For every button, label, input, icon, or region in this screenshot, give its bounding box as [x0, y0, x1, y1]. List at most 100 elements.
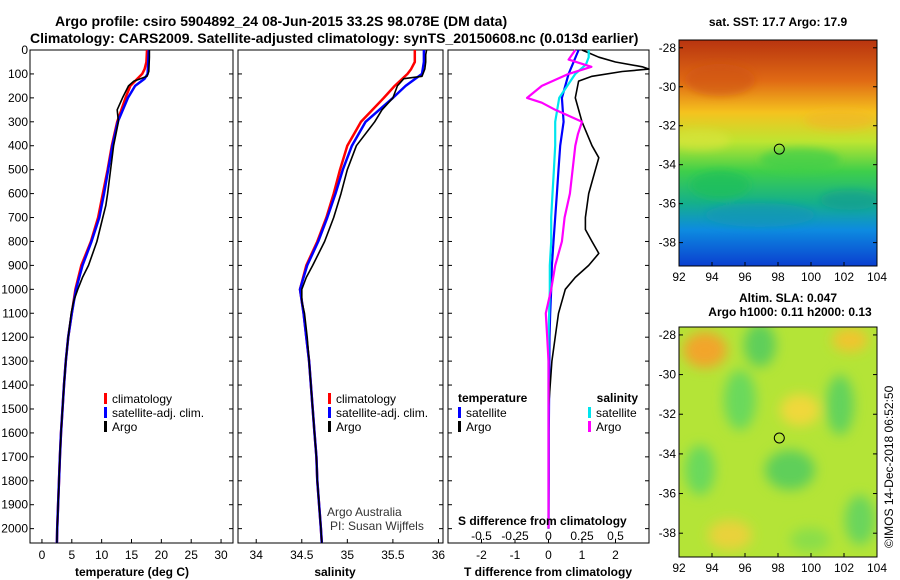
depth-tick-label: 1200	[1, 330, 28, 344]
legend-swatch-t-satellite	[458, 407, 461, 418]
map-lat-tick-label: -38	[659, 236, 677, 250]
depth-tick-label: 1800	[1, 474, 28, 488]
depth-tick-label: 0	[21, 43, 28, 57]
s-difference-tick-label: 0	[545, 529, 552, 543]
temperature-panel: 0100200300400500600700800900100011001200…	[1, 43, 234, 579]
depth-tick-label: 1100	[2, 306, 28, 320]
temperature-tick-label: 20	[155, 548, 169, 562]
legend-label-satellite: satellite-adj. clim.	[336, 406, 428, 420]
difference-tick-label: 0	[545, 548, 552, 562]
map-lat-tick-label: -28	[659, 41, 677, 55]
depth-tick-label: 100	[8, 67, 28, 81]
s-difference-tick-label: 0.25	[570, 529, 594, 543]
legend-swatch-s-argo	[588, 421, 591, 432]
map-lat-tick-label: -34	[659, 158, 677, 172]
map-lat-tick-label: -32	[659, 119, 677, 133]
legend-label-t-satellite: satellite	[466, 406, 507, 420]
map-lon-tick-label: 92	[672, 561, 686, 575]
series-line-argo	[300, 49, 428, 544]
difference-panel: -2 -1 0 1 2 -0.5 -0.25 0 0.25 0.5 temperature sal…	[447, 49, 650, 579]
depth-tick-label: 800	[8, 234, 28, 248]
sst-map-panel: sat. SST: 17.7 Argo: 17.9 92 94 96 98 100 102…	[659, 15, 888, 284]
legend-swatch-argo	[328, 421, 331, 432]
depth-tick-label: 700	[8, 211, 28, 225]
map-lon-tick-label: 96	[738, 270, 752, 284]
salinity-legend: climatology satellite-adj. clim. Argo	[328, 392, 428, 434]
salinity-axes	[237, 49, 444, 544]
map-lon-tick-label: 92	[672, 270, 686, 284]
depth-tick-labels: 0 100 200 300 400 500 600 700 800 900 1000 1100 1200…	[1, 43, 28, 536]
sla-map-title: Altim. SLA: 0.047	[739, 291, 837, 305]
legend-label-satellite: satellite-adj. clim.	[112, 406, 204, 420]
difference-tick-label: 1	[579, 548, 586, 562]
temperature-xlabel: temperature (deg C)	[75, 565, 189, 579]
sst-map-title: sat. SST: 17.7 Argo: 17.9	[709, 15, 848, 29]
credit-line-1: Argo Australia	[327, 505, 402, 519]
legend-swatch-satellite	[328, 407, 331, 418]
temperature-tick-label: 0	[39, 548, 46, 562]
depth-tick-label: 1300	[1, 354, 28, 368]
depth-tick-label: 1500	[1, 402, 28, 416]
salinity-panel: 34 34.5 35 35.5 36 salinity climatology sate…	[237, 49, 445, 579]
temperature-series	[55, 49, 151, 544]
series-line-s-argo	[525, 49, 593, 529]
argo-location-marker	[773, 432, 785, 444]
depth-tick-label: 300	[8, 115, 28, 129]
temperature-axes	[29, 49, 234, 544]
depth-tick-label: 2000	[1, 522, 28, 536]
temperature-tick-label: 10	[95, 548, 109, 562]
map-lat-tick-label: -34	[659, 447, 677, 461]
depth-tick-label: 1700	[1, 450, 28, 464]
temperature-tick-label: 15	[125, 548, 139, 562]
difference-series	[525, 49, 650, 529]
title-line-2: Climatology: CARS2009. Satellite-adjuste…	[30, 30, 638, 46]
legend-label-s-argo: Argo	[596, 420, 622, 434]
map-lon-tick-label: 98	[771, 561, 785, 575]
map-lat-tick-label: -36	[659, 197, 677, 211]
map-lat-tick-label: -36	[659, 487, 677, 501]
argo-location-marker	[773, 143, 785, 155]
sla-map-subtitle: Argo h1000: 0.11 h2000: 0.13	[708, 305, 872, 319]
legend-label-climatology: climatology	[336, 392, 396, 406]
depth-tick-label: 400	[8, 139, 28, 153]
timestamp: ©IMOS 14-Dec-2018 06:52:50	[882, 385, 896, 548]
legend-label-t-argo: Argo	[466, 420, 492, 434]
difference-tick-label: -2	[476, 548, 487, 562]
map-lon-tick-label: 104	[867, 270, 887, 284]
map-lat-tick-label: -30	[659, 368, 677, 382]
difference-tick-label: -1	[510, 548, 521, 562]
depth-tick-label: 1400	[1, 378, 28, 392]
legend-label-argo: Argo	[112, 420, 138, 434]
legend-swatch-argo	[104, 421, 107, 432]
map-lon-tick-label: 94	[705, 270, 719, 284]
t-difference-xlabel: T difference from climatology	[464, 565, 632, 579]
map-lat-tick-label: -28	[659, 328, 677, 342]
map-lon-tick-label: 102	[834, 561, 854, 575]
map-lon-tick-label: 96	[738, 561, 752, 575]
sla-map-texture	[683, 327, 875, 552]
salinity-tick-label: 34.5	[290, 548, 314, 562]
s-difference-tick-label: 0.5	[607, 529, 624, 543]
s-difference-tick-label: -0.5	[471, 529, 492, 543]
legend-label-argo: Argo	[336, 420, 362, 434]
legend-swatch-climatology	[104, 393, 107, 404]
map-lon-tick-label: 104	[867, 561, 887, 575]
legend-swatch-climatology	[328, 393, 331, 404]
legend-title-salinity: salinity	[597, 391, 639, 405]
salinity-tick-label: 35.5	[381, 548, 405, 562]
s-difference-tick-label: -0.25	[501, 529, 529, 543]
temperature-legend: climatology satellite-adj. clim. Argo	[104, 392, 204, 434]
map-lat-tick-label: -38	[659, 526, 677, 540]
map-lon-tick-label: 94	[705, 561, 719, 575]
legend-swatch-satellite	[104, 407, 107, 418]
sst-map-ticks: 92 94 96 98 100 102 104 -28 -30 -32 -34 -36 -38	[659, 41, 888, 284]
map-lon-tick-label: 100	[801, 561, 821, 575]
temperature-tick-label: 30	[214, 548, 228, 562]
salinity-ticks: 34 34.5 35 35.5 36	[238, 49, 445, 562]
legend-label-s-satellite: satellite	[596, 406, 637, 420]
map-lat-tick-label: -30	[659, 80, 677, 94]
depth-tick-label: 1900	[1, 498, 28, 512]
depth-tick-label: 900	[8, 258, 28, 272]
depth-tick-label: 1600	[1, 426, 28, 440]
